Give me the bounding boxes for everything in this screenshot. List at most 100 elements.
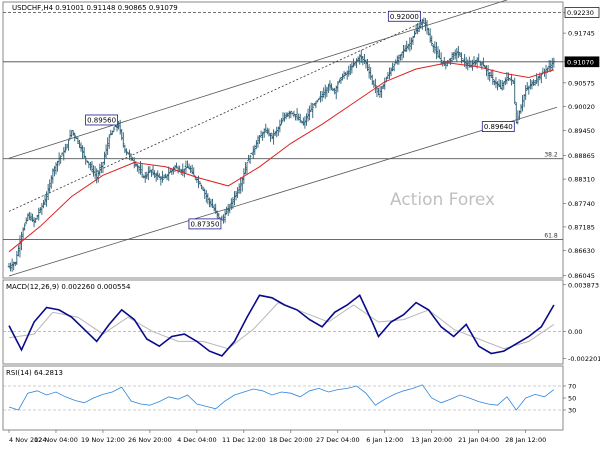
price-bar xyxy=(425,20,429,35)
price-bar xyxy=(23,223,26,231)
price-axis-tick-label: 0.91745 xyxy=(568,30,595,38)
price-bar xyxy=(272,129,275,145)
price-bar xyxy=(161,170,164,183)
time-axis-label: 21 Jan 04:00 xyxy=(458,436,499,444)
price-axis-tick-label: 0.86630 xyxy=(568,247,595,255)
price-bar xyxy=(461,59,465,62)
price-bar xyxy=(209,198,213,208)
price-axis-tick-label: 0.87740 xyxy=(568,200,595,208)
price-bar xyxy=(28,211,31,220)
price-bar xyxy=(516,110,520,125)
price-bar xyxy=(530,80,534,90)
price-bar xyxy=(356,56,360,62)
price-bar xyxy=(262,128,266,138)
price-bar xyxy=(405,40,408,52)
price-bar xyxy=(129,153,133,162)
price-bar xyxy=(13,261,17,267)
price-bar xyxy=(184,160,188,173)
price-bar xyxy=(416,23,419,35)
price-bar xyxy=(195,177,199,184)
top-level-price-tag-label: 0.92230 xyxy=(567,9,594,17)
price-bar xyxy=(345,70,349,80)
price-bar xyxy=(81,145,84,159)
price-bar xyxy=(320,90,324,102)
price-bar xyxy=(215,210,219,219)
price-bar xyxy=(486,65,490,80)
price-bar xyxy=(367,64,371,79)
price-bar xyxy=(234,190,238,201)
price-bar xyxy=(125,148,128,156)
price-bar xyxy=(270,132,274,140)
price-bar xyxy=(206,193,210,205)
price-bar xyxy=(433,41,437,54)
price-bar xyxy=(12,261,15,271)
price-bar xyxy=(422,17,426,24)
price-bar xyxy=(289,110,293,119)
price-bar xyxy=(103,151,106,165)
price-bar xyxy=(311,102,315,119)
price-bar xyxy=(253,144,257,155)
price-bar xyxy=(511,79,515,84)
price-bar xyxy=(7,262,11,268)
price-bar xyxy=(71,130,75,136)
price-annotation-box xyxy=(85,114,118,126)
price-bar xyxy=(513,77,517,105)
price-bar xyxy=(62,147,66,161)
price-bar xyxy=(519,104,523,114)
rsi-axis-tick-label: 50 xyxy=(568,395,576,403)
price-bar xyxy=(430,35,434,46)
time-axis-label: 4 Dec 04:00 xyxy=(177,436,217,444)
price-bar xyxy=(148,166,152,174)
price-bar xyxy=(256,135,260,148)
price-annotation: 0.89560 xyxy=(85,114,118,126)
price-bar xyxy=(20,231,23,251)
price-bar xyxy=(170,168,174,176)
price-bar xyxy=(359,49,363,63)
price-bar xyxy=(504,77,507,86)
price-bar xyxy=(472,56,476,67)
price-bar xyxy=(70,130,73,138)
price-bar xyxy=(331,88,335,92)
price-bar xyxy=(510,73,513,86)
price-bar xyxy=(145,171,149,180)
price-axis-tick-label: 0.90020 xyxy=(568,103,595,111)
price-bar xyxy=(349,64,352,76)
price-bar xyxy=(314,101,318,109)
price-bar xyxy=(126,152,130,155)
price-bar xyxy=(336,81,340,93)
price-bar xyxy=(302,117,305,126)
price-bar xyxy=(364,59,368,69)
price-bar xyxy=(211,198,214,208)
price-bar xyxy=(87,162,91,169)
price-bar xyxy=(100,161,103,174)
price-bar xyxy=(521,95,524,112)
price-bar xyxy=(236,187,239,199)
price-bar xyxy=(480,62,484,70)
price-bar xyxy=(147,166,150,181)
price-bar xyxy=(474,59,477,66)
price-bar xyxy=(358,54,362,65)
price-bar xyxy=(32,217,36,228)
price-bar xyxy=(482,57,485,67)
price-bar xyxy=(123,144,127,154)
price-bar xyxy=(225,206,228,215)
rsi-pane xyxy=(3,384,563,411)
time-axis-label: 13 Jan 20:00 xyxy=(411,436,452,444)
price-bar xyxy=(121,132,125,148)
price-bar xyxy=(244,162,247,175)
price-bar xyxy=(502,81,506,90)
price-bar xyxy=(24,217,28,225)
price-bar xyxy=(347,65,351,77)
price-bar xyxy=(128,149,131,160)
price-bar xyxy=(31,213,34,223)
price-bar xyxy=(134,160,138,167)
macd-line xyxy=(8,294,555,357)
price-bar xyxy=(283,112,286,122)
price-bar xyxy=(325,86,329,98)
price-bar xyxy=(525,82,529,91)
price-bar xyxy=(189,165,192,174)
price-bar xyxy=(485,65,488,77)
price-bar xyxy=(89,161,92,171)
price-bar xyxy=(287,110,291,119)
price-bar xyxy=(118,119,122,135)
